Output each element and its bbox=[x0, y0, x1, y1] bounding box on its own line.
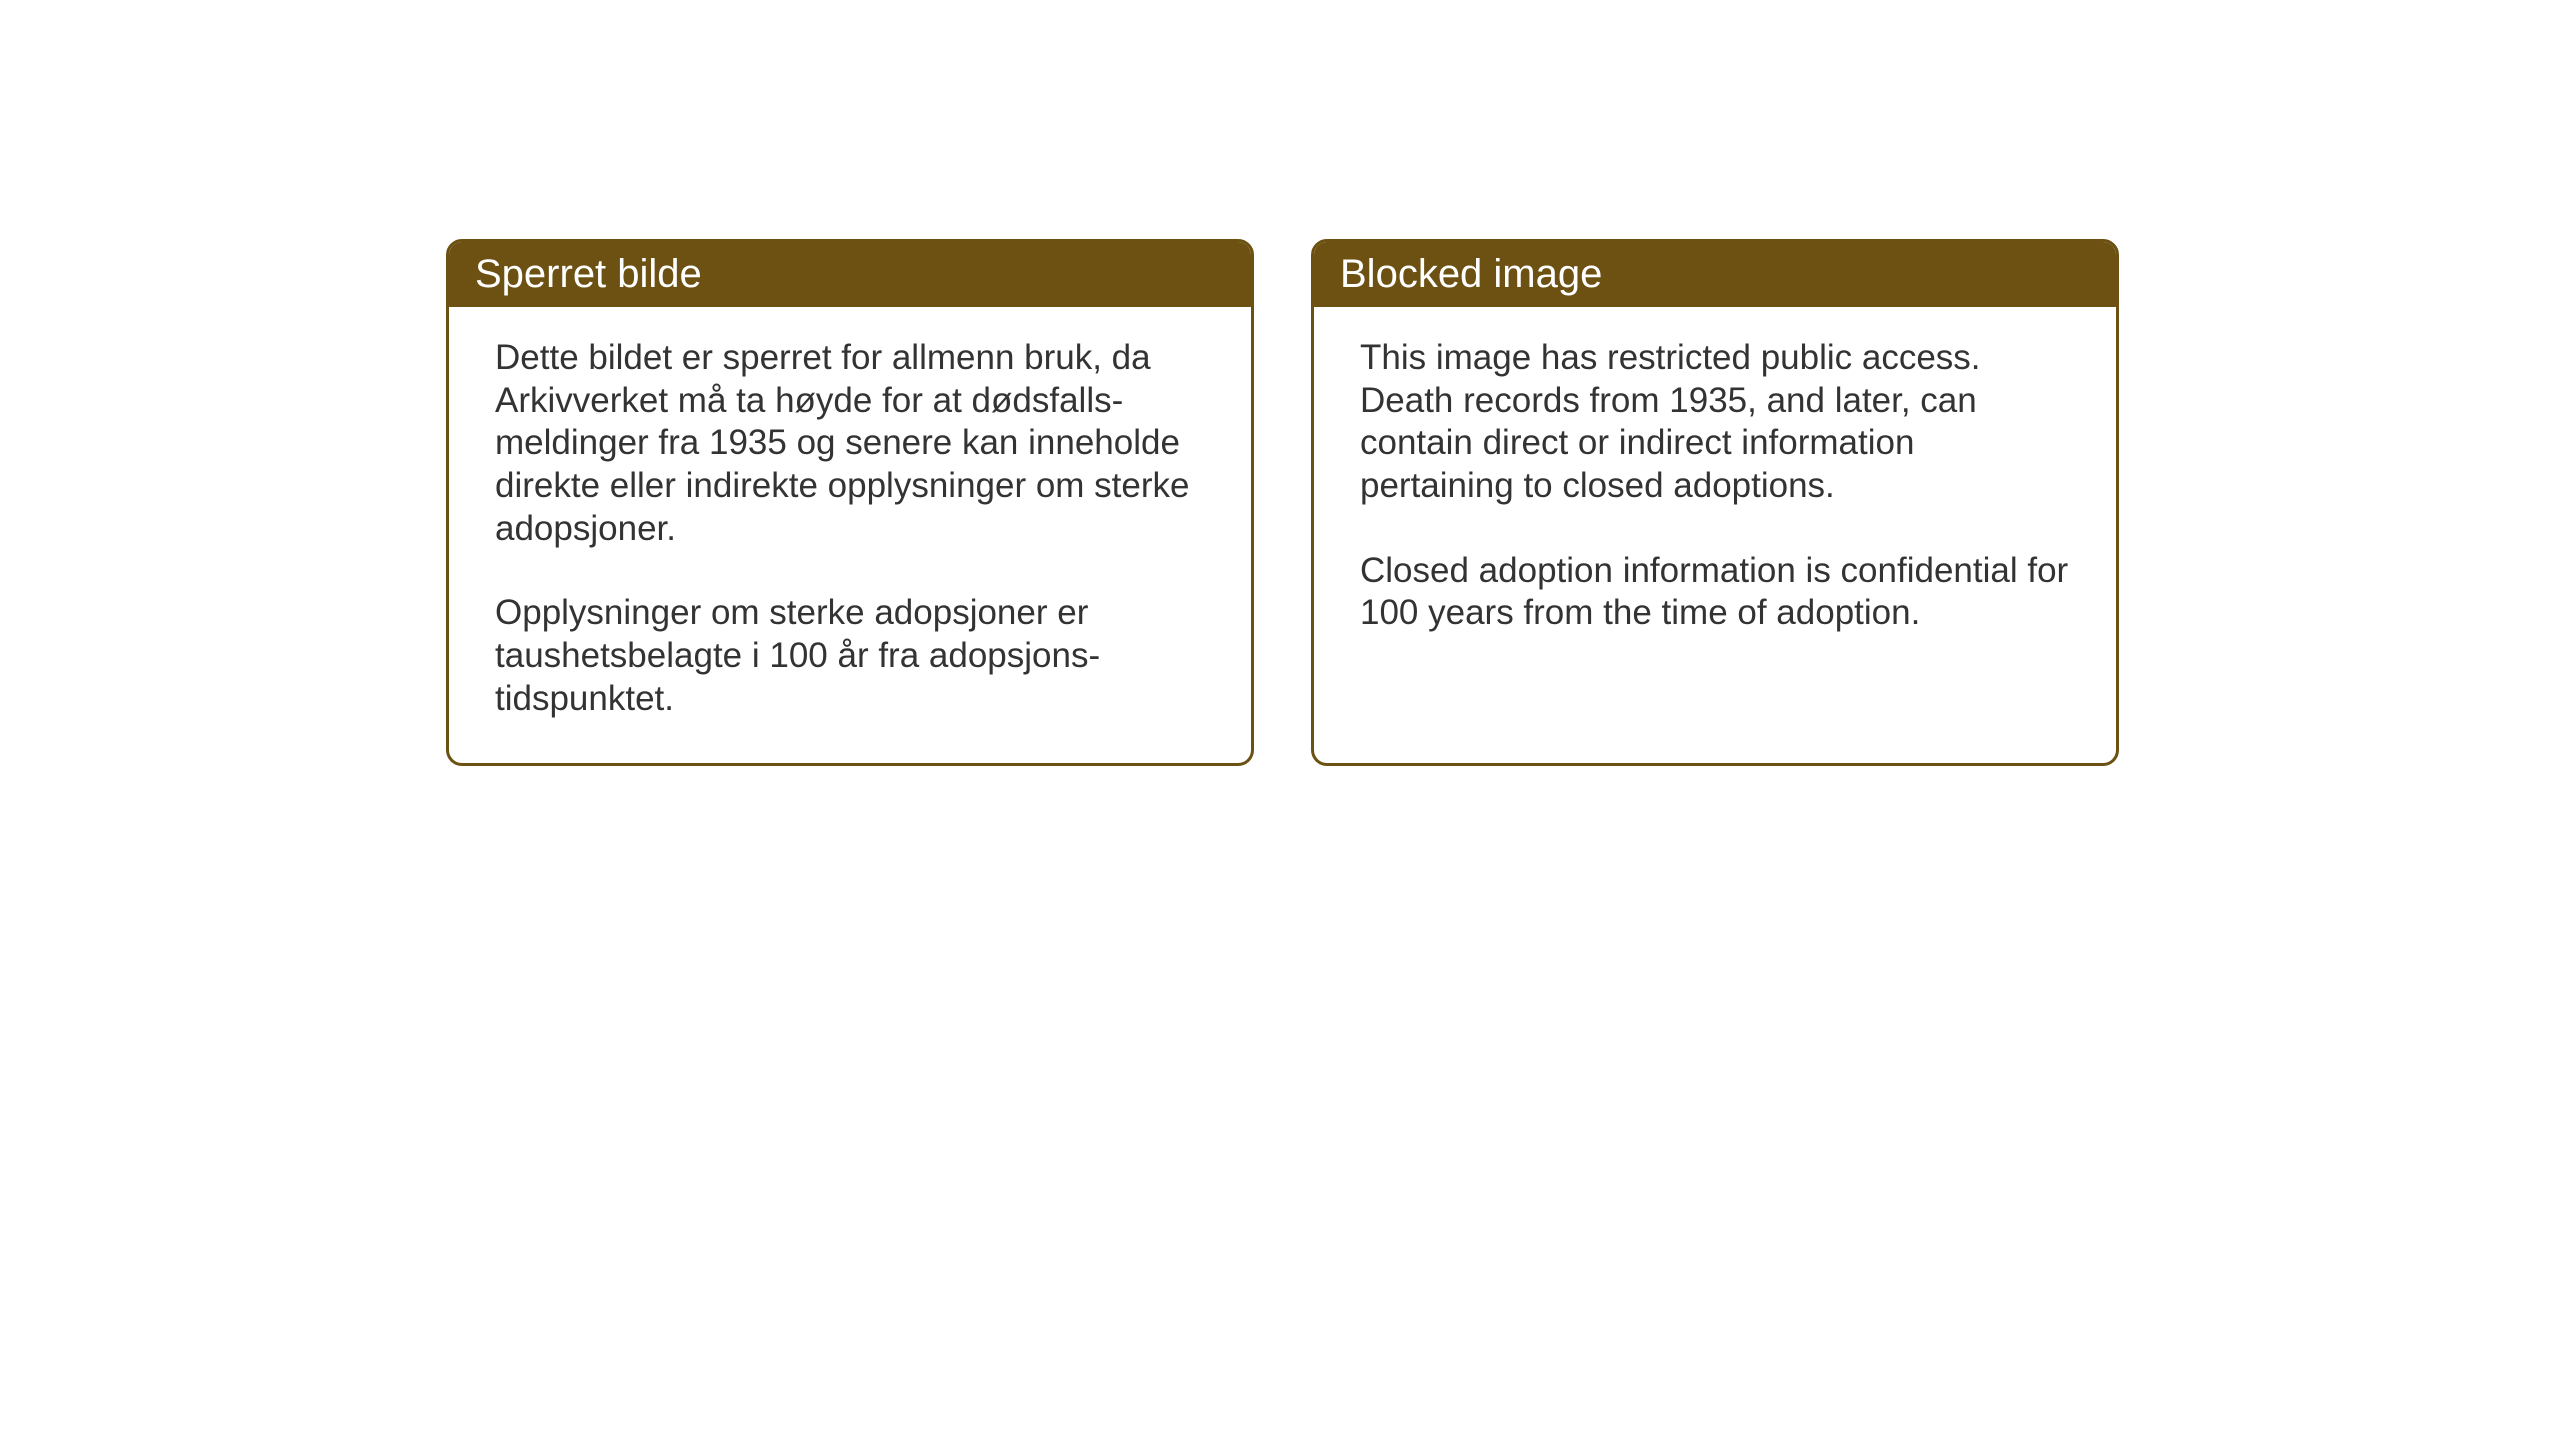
notice-paragraph-1-english: This image has restricted public access.… bbox=[1360, 337, 2070, 508]
notice-paragraph-2-english: Closed adoption information is confident… bbox=[1360, 550, 2070, 635]
notice-header-english: Blocked image bbox=[1314, 242, 2116, 307]
notice-card-norwegian: Sperret bilde Dette bildet er sperret fo… bbox=[446, 239, 1254, 766]
notice-paragraph-1-norwegian: Dette bildet er sperret for allmenn bruk… bbox=[495, 337, 1205, 550]
notice-card-english: Blocked image This image has restricted … bbox=[1311, 239, 2119, 766]
notice-paragraph-2-norwegian: Opplysninger om sterke adopsjoner er tau… bbox=[495, 592, 1205, 720]
notice-container: Sperret bilde Dette bildet er sperret fo… bbox=[446, 239, 2119, 766]
notice-body-norwegian: Dette bildet er sperret for allmenn bruk… bbox=[449, 307, 1251, 763]
notice-body-english: This image has restricted public access.… bbox=[1314, 307, 2116, 677]
notice-header-norwegian: Sperret bilde bbox=[449, 242, 1251, 307]
